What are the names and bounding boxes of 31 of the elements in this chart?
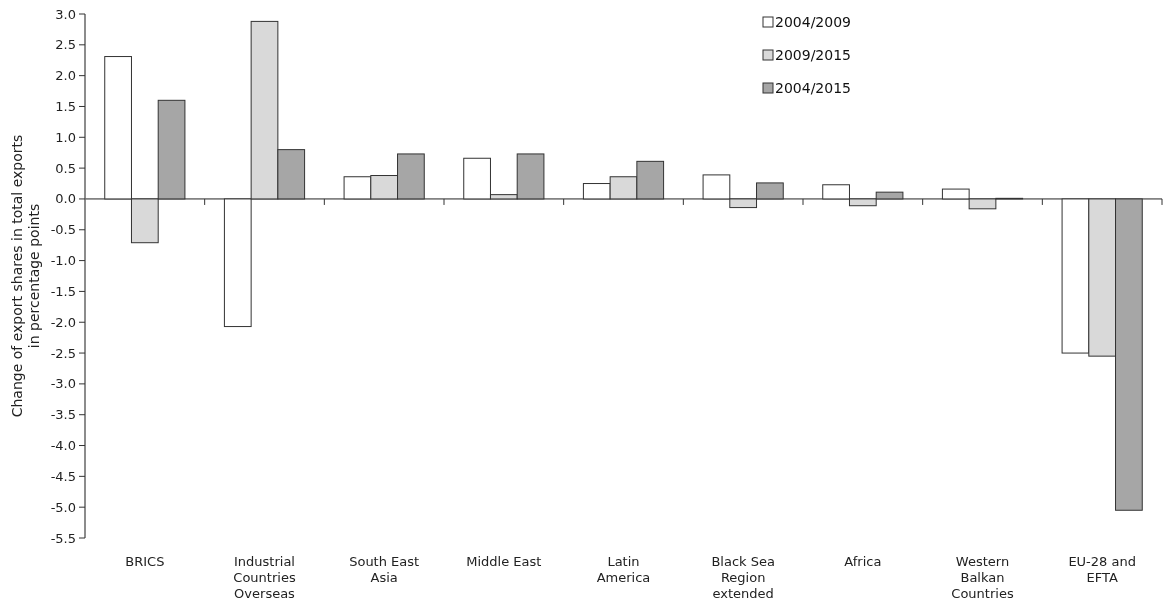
x-tick-label: South East Asia <box>349 554 420 585</box>
x-tick-label: Middle East <box>466 554 542 569</box>
y-tick-label: -5.5 <box>50 530 76 546</box>
y-tick-label: 2.0 <box>55 68 76 84</box>
y-tick-label: -0.5 <box>50 222 76 238</box>
legend-label: 2009/2015 <box>775 46 851 63</box>
x-tick-label: EU-28 and EFTA <box>1068 554 1136 585</box>
y-tick-label: -5.0 <box>50 499 76 515</box>
y-tick-label: 2.5 <box>55 37 76 53</box>
y-tick-label: -4.0 <box>50 438 76 454</box>
y-tick-label: -3.0 <box>50 376 76 392</box>
y-tick-label: -2.5 <box>50 345 76 361</box>
y-tick-label: -3.5 <box>50 407 76 423</box>
y-tick-label: -4.5 <box>50 468 76 484</box>
y-tick-label: -2.0 <box>50 314 76 330</box>
y-tick-label: -1.0 <box>50 253 76 269</box>
x-tick-label: Latin America <box>596 554 651 585</box>
x-tick-label: BRICS <box>125 554 165 569</box>
x-tick-label: Industrial Countries Overseas <box>233 554 296 601</box>
y-tick-label: 3.0 <box>55 6 76 22</box>
y-tick-label: 0.0 <box>55 191 76 207</box>
legend-label: 2004/2009 <box>775 13 851 30</box>
x-tick-label: Africa <box>844 554 882 569</box>
y-tick-label: -1.5 <box>50 283 76 299</box>
legend-label: 2004/2015 <box>775 79 851 96</box>
y-tick-label: 1.5 <box>55 99 76 115</box>
y-tick-label: 0.5 <box>55 160 76 176</box>
y-axis-title: Change of export shares in total exports in percentage points <box>9 134 42 418</box>
y-tick-label: 1.0 <box>55 129 76 145</box>
x-tick-label: Black Sea Region extended <box>711 554 775 601</box>
x-tick-label: Western Balkan Countries <box>951 554 1014 601</box>
